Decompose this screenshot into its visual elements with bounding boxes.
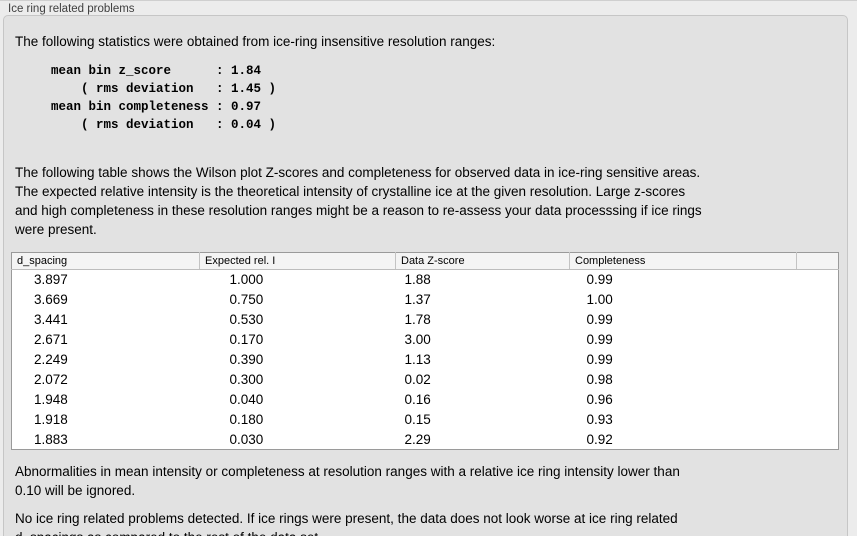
table-cell: 0.99 — [586, 312, 613, 327]
table-cell: 2.29 — [404, 431, 431, 447]
table-cell: 2.072 — [34, 372, 68, 387]
table-cell: 0.030 — [229, 431, 264, 447]
description-line: The following table shows the Wilson plo… — [15, 165, 701, 180]
table-cell: 0.15 — [404, 412, 431, 427]
table-cell: 3.669 — [34, 292, 68, 307]
ignore-note: Abnormalities in mean intensity or compl… — [15, 462, 847, 500]
table-cell: 1.13 — [404, 352, 431, 367]
conclusion-note: No ice ring related problems detected. I… — [15, 509, 847, 536]
table-cell-filler — [797, 390, 839, 410]
table-cell-filler — [797, 350, 839, 370]
table-cell: 1.78 — [404, 312, 431, 327]
table-cell: 0.02 — [404, 372, 431, 387]
table-cell: 0.300 — [229, 372, 264, 387]
table-cell: 0.98 — [586, 372, 613, 387]
table-row[interactable]: 1.948 0.040 0.16 0.96 — [12, 390, 839, 410]
table-cell: 1.000 — [229, 272, 264, 288]
table-cell: 0.750 — [229, 292, 264, 307]
table-row[interactable]: 3.897 1.000 1.88 0.99 — [12, 270, 839, 290]
description-paragraph: The following table shows the Wilson plo… — [15, 163, 847, 239]
table-cell: 0.180 — [229, 412, 264, 427]
table-row[interactable]: 2.249 0.390 1.13 0.99 — [12, 350, 839, 370]
table-cell-filler — [797, 270, 839, 290]
table-cell-filler — [797, 410, 839, 430]
table-cell: 3.00 — [404, 332, 431, 347]
ice-ring-results-table: d_spacing Expected rel. I Data Z-score Comp… — [11, 252, 839, 450]
description-line: and high completeness in these resolutio… — [15, 203, 702, 218]
table-cell: 0.16 — [404, 392, 431, 407]
conclusion-line: No ice ring related problems detected. I… — [15, 511, 678, 526]
table-cell-filler — [797, 310, 839, 330]
table-cell: 2.249 — [34, 352, 68, 367]
table-cell: 0.99 — [586, 332, 613, 347]
table-cell: 2.671 — [34, 332, 68, 347]
table-cell-filler — [797, 430, 839, 450]
table-cell-filler — [797, 290, 839, 310]
column-header[interactable]: d_spacing — [11, 252, 200, 270]
table-row[interactable]: 1.883 0.030 2.29 0.92 — [12, 430, 839, 450]
table-cell: 0.040 — [229, 392, 264, 407]
table-row[interactable]: 1.918 0.180 0.15 0.93 — [12, 410, 839, 430]
table-cell: 3.897 — [34, 272, 68, 288]
table-row[interactable]: 3.669 0.750 1.37 1.00 — [12, 290, 839, 310]
table-cell-filler — [797, 370, 839, 390]
table-cell: 0.96 — [586, 392, 613, 407]
ignore-note-line: Abnormalities in mean intensity or compl… — [15, 464, 680, 479]
table-cell: 0.93 — [586, 412, 613, 427]
table-row[interactable]: 3.441 0.530 1.78 0.99 — [12, 310, 839, 330]
table-cell: 3.441 — [34, 312, 68, 327]
stats-block: mean bin z_score : 1.84 ( rms deviation … — [51, 64, 277, 132]
table-cell-filler — [797, 330, 839, 350]
table-cell: 0.170 — [229, 332, 264, 347]
description-line: The expected relative intensity is the t… — [15, 184, 686, 199]
table-cell: 1.883 — [34, 431, 68, 447]
column-header[interactable]: Expected rel. I — [199, 252, 396, 270]
table-cell: 0.99 — [586, 272, 613, 288]
table-cell: 1.00 — [586, 292, 613, 307]
description-line: were present. — [15, 222, 97, 237]
table-cell: 1.37 — [404, 292, 431, 307]
table-row[interactable]: 2.072 0.300 0.02 0.98 — [12, 370, 839, 390]
ignore-note-line: 0.10 will be ignored. — [15, 483, 136, 498]
table-header-row: d_spacing Expected rel. I Data Z-score Comp… — [11, 252, 839, 270]
intro-text: The following statistics were obtained f… — [15, 34, 496, 49]
ice-ring-panel: The following statistics were obtained f… — [3, 15, 848, 536]
table-row[interactable]: 2.671 0.170 3.00 0.99 — [12, 330, 839, 350]
column-header-filler — [796, 252, 839, 270]
table-cell: 1.918 — [34, 412, 68, 427]
table-cell: 0.92 — [586, 431, 613, 447]
table-cell: 0.390 — [229, 352, 264, 367]
column-header[interactable]: Completeness — [569, 252, 797, 270]
table-cell: 0.530 — [229, 312, 264, 327]
ice-ring-table-container: d_spacing Expected rel. I Data Z-score Comp… — [11, 252, 847, 450]
panel-title: Ice ring related problems — [8, 3, 135, 15]
table-cell: 1.88 — [404, 272, 431, 288]
conclusion-line: d_spacings as compared to the rest of th… — [15, 528, 847, 536]
table-cell: 0.99 — [586, 352, 613, 367]
column-header[interactable]: Data Z-score — [395, 252, 570, 270]
table-cell: 1.948 — [34, 392, 68, 407]
